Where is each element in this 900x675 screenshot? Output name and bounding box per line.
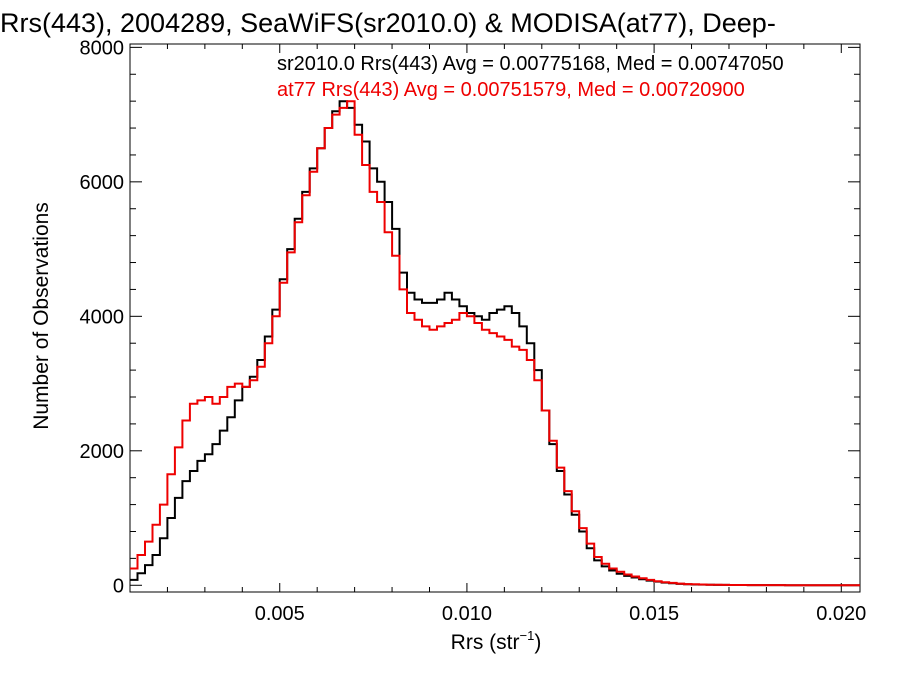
chart-title: Rrs(443), 2004289, SeaWiFS(sr2010.0) & M… <box>0 8 776 38</box>
series-line-2 <box>130 100 860 587</box>
plot-area: 0.005 0.010 0.015 0.020 0 2000 4000 6000 8000 <box>80 37 867 625</box>
annotation-line-2: at77 Rrs(443) Avg = 0.00751579, Med = 0.… <box>277 79 745 101</box>
x-axis-label: Rrs (str−1) <box>451 628 542 654</box>
y-axis-label: Number of Observations <box>30 202 53 430</box>
y-tick-label: 4000 <box>80 306 125 328</box>
y-tick-label: 8000 <box>80 37 125 59</box>
y-tick-label: 6000 <box>80 172 125 194</box>
x-axis-label-main: Rrs (str <box>451 631 520 654</box>
annotation-line-1: sr2010.0 Rrs(443) Avg = 0.00775168, Med … <box>277 53 784 75</box>
y-axis: 0 2000 4000 6000 8000 <box>80 37 860 597</box>
series-line-1 <box>130 100 860 587</box>
series-group <box>130 100 860 587</box>
x-tick-label: 0.010 <box>442 603 492 625</box>
x-axis-label-close: ) <box>534 631 541 654</box>
x-tick-label: 0.005 <box>255 603 305 625</box>
x-axis-label-superscript: −1 <box>520 628 535 643</box>
y-tick-label: 0 <box>113 575 124 597</box>
plot-frame <box>129 43 861 593</box>
x-axis: 0.005 0.010 0.015 0.020 <box>129 44 866 625</box>
x-tick-label: 0.015 <box>629 603 679 625</box>
y-tick-label: 2000 <box>80 441 125 463</box>
x-tick-label: 0.020 <box>816 603 866 625</box>
